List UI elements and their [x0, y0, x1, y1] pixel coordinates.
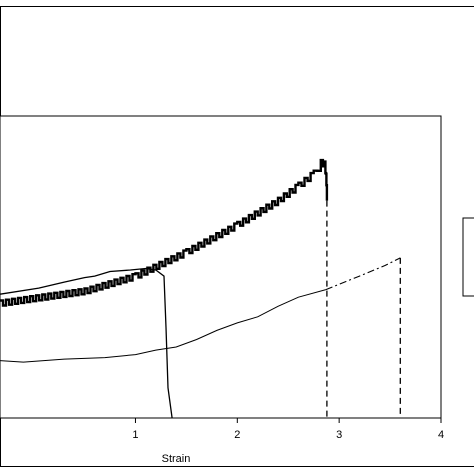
x-tick-label: 2 [234, 429, 240, 441]
x-tick-label: 4 [438, 429, 444, 441]
series-line-4 [0, 289, 327, 363]
x-tick-label: 1 [132, 429, 138, 441]
legend-box [462, 217, 474, 297]
x-tick-label: 3 [336, 429, 342, 441]
plot-area [0, 115, 442, 419]
x-axis-ticks: 1 2 3 4 [132, 418, 444, 441]
series-line-2 [0, 158, 329, 307]
series-line-1 [0, 267, 173, 419]
x-axis-title: Strain [162, 453, 191, 465]
series-line-5 [325, 257, 401, 291]
series-layer [0, 158, 401, 419]
